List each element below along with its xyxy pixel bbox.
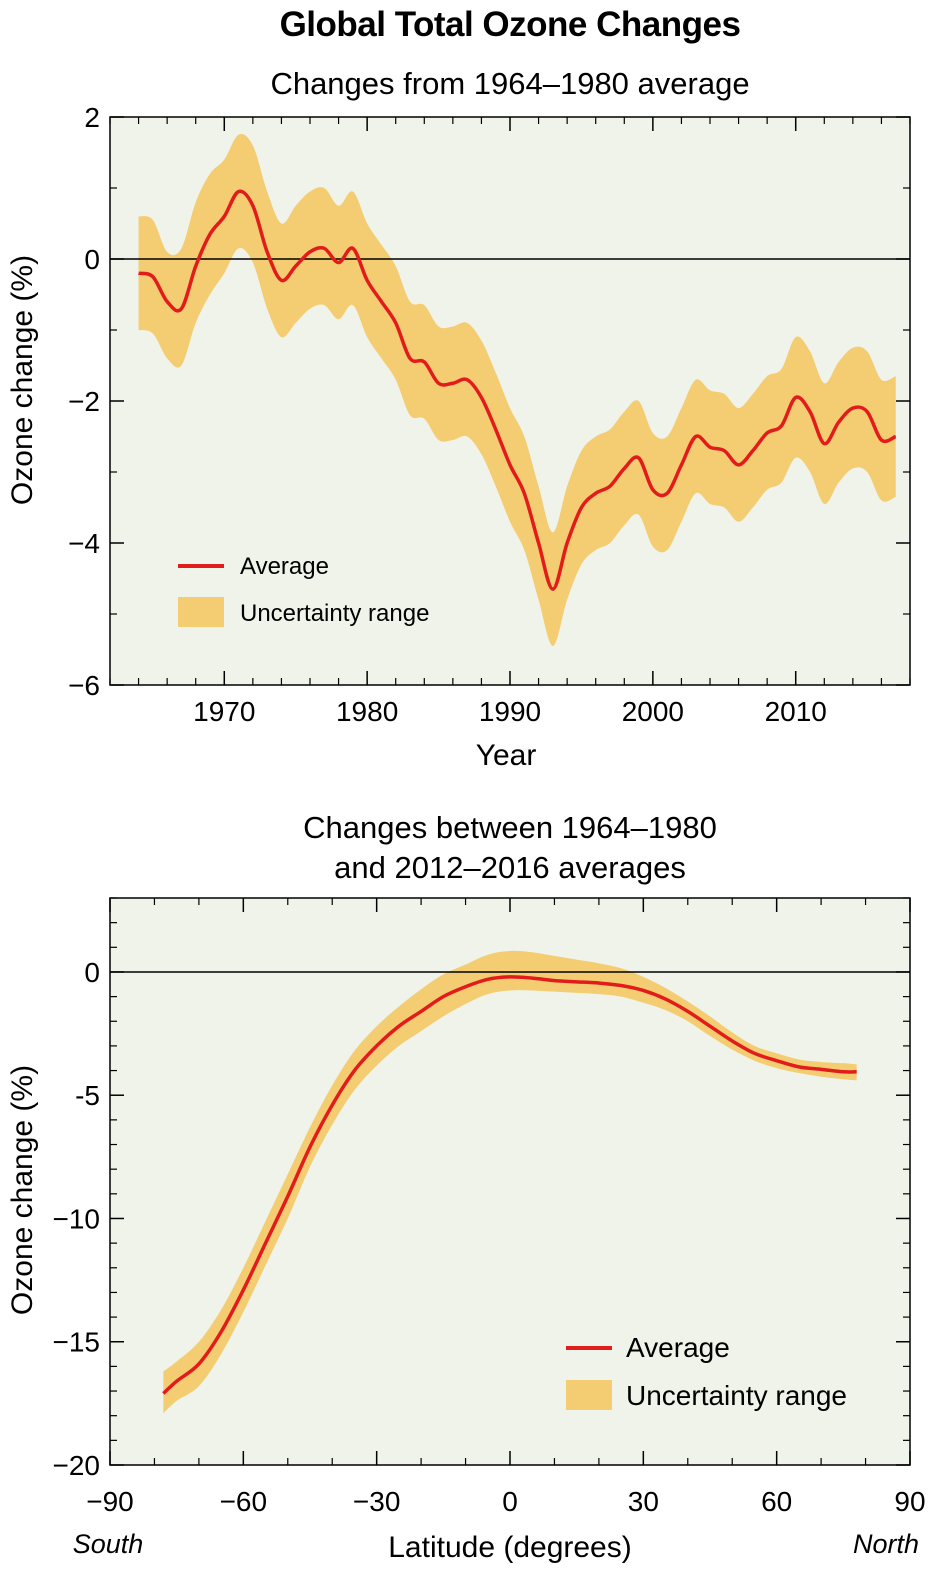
x-tick-label: −90 [86, 1486, 134, 1517]
x-tick-label: 1970 [193, 696, 255, 727]
x-tick-label: 1990 [479, 696, 541, 727]
y-tick-label: −6 [68, 670, 100, 701]
x-tick-label: 60 [761, 1486, 792, 1517]
legend-uncertainty-label: Uncertainty range [240, 600, 429, 627]
y-tick-label: 0 [84, 244, 100, 275]
legend-uncertainty-label: Uncertainty range [626, 1380, 847, 1411]
x-tick-label: 2010 [765, 696, 827, 727]
x-tick-label: 0 [502, 1486, 518, 1517]
x-tick-label: −60 [220, 1486, 268, 1517]
chart-latitude-legend: Average Uncertainty range [566, 1332, 847, 1411]
average-line [162, 975, 857, 1395]
subtitle-line: Changes between 1964–1980 [303, 810, 717, 845]
subtitle-line: and 2012–2016 averages [334, 850, 686, 885]
chart-latitude-south-label: South [73, 1529, 144, 1559]
figure-title: Global Total Ozone Changes [280, 5, 741, 44]
y-tick-label: −10 [53, 1203, 101, 1234]
legend-average-label: Average [240, 553, 329, 580]
chart-latitude-ylabel: Ozone change (%) [6, 1065, 39, 1315]
legend-uncertainty-swatch [178, 597, 224, 627]
uncertainty-band [138, 134, 896, 646]
legend-average-label: Average [626, 1332, 730, 1363]
chart-year: Changes from 1964–1980 average 1970 1980 1… [6, 66, 911, 772]
y-tick-label: -5 [75, 1080, 100, 1111]
y-tick-label: −15 [53, 1327, 101, 1358]
chart-year-ylabel: Ozone change (%) [6, 255, 39, 505]
uncertainty-band [163, 950, 857, 1414]
y-tick-label: 0 [84, 957, 100, 988]
chart-latitude: Changes between 1964–1980 and 2012–2016 a… [6, 810, 926, 1564]
y-tick-label: −20 [53, 1450, 101, 1481]
y-tick-label: −2 [68, 386, 100, 417]
average-line [138, 189, 897, 591]
x-tick-label: 30 [628, 1486, 659, 1517]
x-tick-label: 90 [894, 1486, 925, 1517]
x-tick-label: 1980 [336, 696, 398, 727]
y-tick-label: 2 [84, 102, 100, 133]
x-tick-label: 2000 [622, 696, 684, 727]
chart-year-subtitle: Changes from 1964–1980 average [270, 66, 749, 101]
chart-year-xlabel: Year [476, 739, 537, 772]
chart-latitude-subtitle: Changes between 1964–1980 and 2012–2016 a… [303, 810, 717, 885]
chart-latitude-xlabel: Latitude (degrees) [388, 1531, 632, 1564]
legend-uncertainty-swatch [566, 1380, 612, 1410]
chart-latitude-plot-area [110, 898, 910, 1465]
y-tick-label: −4 [68, 528, 100, 559]
chart-year-legend: Average Uncertainty range [178, 553, 429, 627]
chart-latitude-north-label: North [853, 1529, 919, 1559]
x-tick-label: −30 [353, 1486, 401, 1517]
